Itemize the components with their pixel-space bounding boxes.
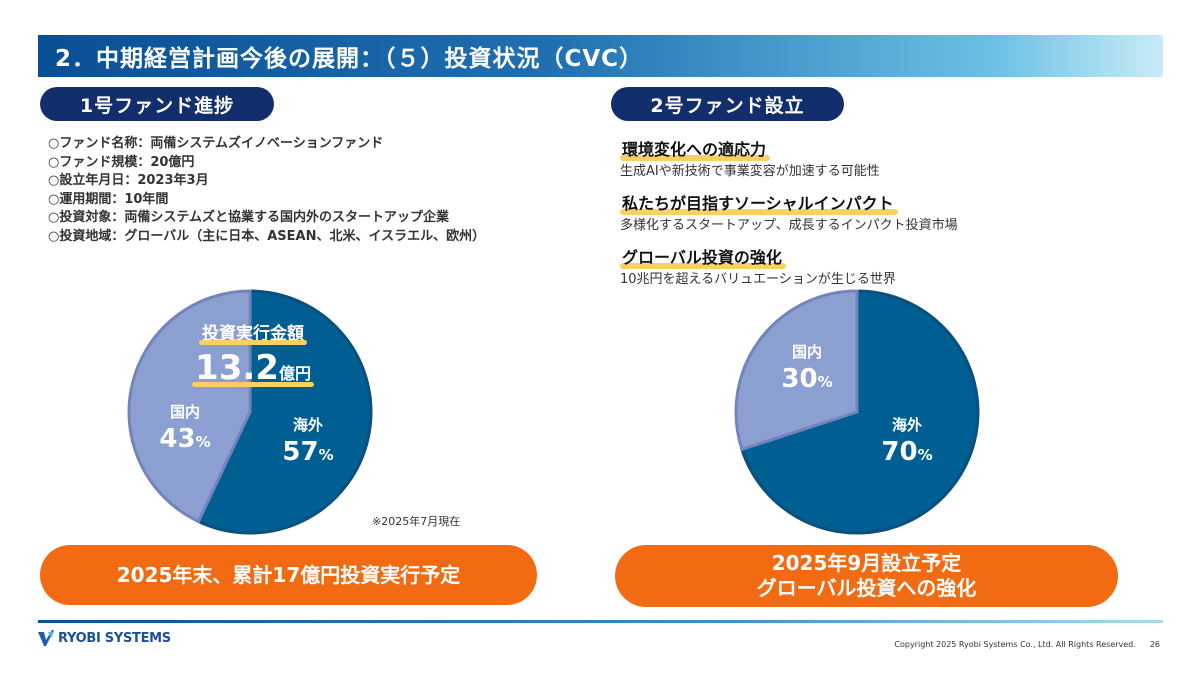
fund2-label: 2号ファンド設立 — [611, 87, 844, 121]
page-number: 26 — [1149, 640, 1160, 649]
invest-unit: 億円 — [278, 364, 311, 383]
fund2-point: グローバル投資の強化 10兆円を超えるバリュエーションが生じる世界 — [620, 244, 896, 287]
invest-amount: 投資実行金額 13.2億円 — [188, 326, 318, 388]
pie2-label-domestic: 国内 30% — [781, 343, 833, 394]
pie-chart-fund1 — [127, 289, 373, 535]
pie-slice-domestic — [127, 289, 252, 524]
logo-mark-icon — [38, 630, 54, 646]
fund1-info: ○ファンド名称：両備システムズイノベーションファンド ○ファンド規模：20億円 … — [48, 135, 485, 246]
copyright: Copyright 2025 Ryobi Systems Co., Ltd. A… — [894, 640, 1160, 649]
as-of-note: ※2025年7月現在 — [372, 515, 461, 528]
info-line: ○ファンド名称：両備システムズイノベーションファンド — [48, 136, 384, 151]
company-logo: RYOBI SYSTEMS — [38, 630, 171, 646]
fund2-banner: 2025年9月設立予定 グローバル投資への強化 — [615, 545, 1118, 607]
info-line: ○投資対象：両備システムズと協業する国内外のスタートアップ企業 — [48, 210, 449, 225]
fund1-banner: 2025年末、累計17億円投資実行予定 — [40, 545, 537, 605]
fund2-point: 環境変化への適応力 生成AIや新技術で事業変容が加速する可能性 — [620, 136, 880, 179]
slide-title: 2．中期経営計画今後の展開：（５）投資状況（CVC） — [55, 46, 644, 72]
info-line: ○ファンド規模：20億円 — [48, 154, 195, 170]
pie-slice-domestic — [734, 289, 859, 452]
pie1-label-overseas: 海外 57% — [282, 416, 334, 467]
pie2-label-overseas: 海外 70% — [881, 416, 933, 467]
pie-chart-fund2 — [734, 289, 980, 535]
pie-slice-overseas — [196, 289, 373, 535]
fund2-point: 私たちが目指すソーシャルインパクト 多様化するスタートアップ、成長するインパクト… — [620, 190, 958, 233]
title-bar — [38, 35, 1163, 77]
invest-value: 13.2 — [195, 348, 279, 388]
pie-slice-overseas — [740, 289, 980, 535]
info-line: ○設立年月日：2023年3月 — [48, 173, 209, 188]
info-line: ○運用期間：10年間 — [48, 191, 169, 207]
fund1-label: 1号ファンド進捗 — [40, 87, 274, 121]
footer-divider — [38, 620, 1163, 623]
invest-label: 投資実行金額 — [199, 326, 307, 345]
pie1-label-domestic: 国内 43% — [159, 403, 211, 454]
info-line: ○投資地域：グローバル（主に日本、ASEAN、北米、イスラエル、欧州） — [48, 228, 486, 244]
